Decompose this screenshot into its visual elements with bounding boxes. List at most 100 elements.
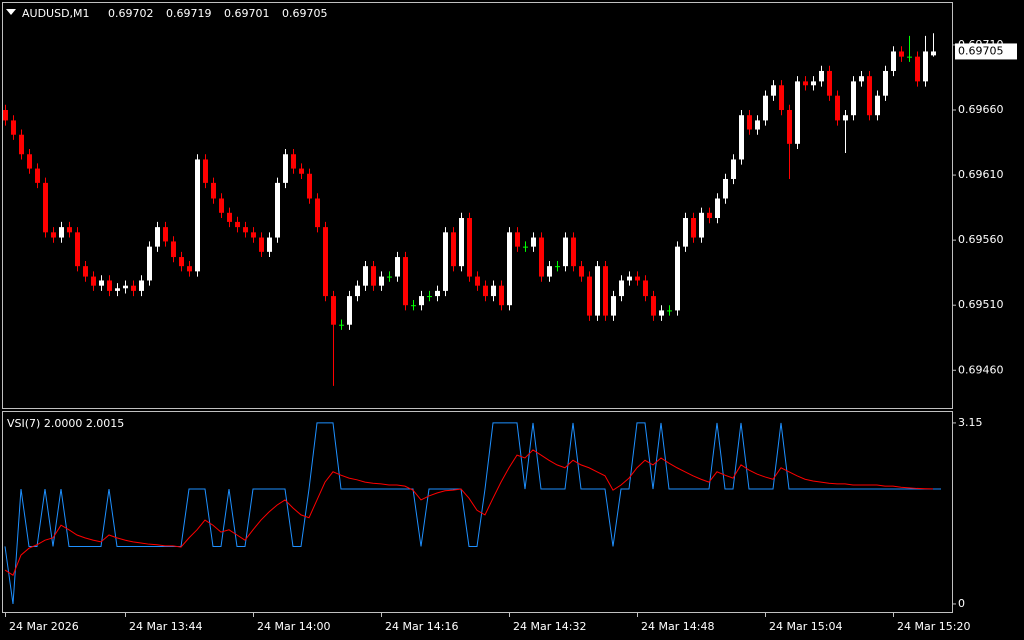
candle-body (299, 168, 304, 174)
candle-body (515, 232, 520, 247)
x-tick-label: 24 Mar 14:16 (385, 620, 458, 633)
candle-body (379, 276, 384, 286)
candle-body (755, 120, 760, 130)
candle-body (83, 266, 88, 277)
candle-body (91, 276, 96, 286)
candle-body (627, 276, 632, 281)
y-tick-label: 0.69460 (958, 363, 1004, 376)
candle-body (451, 232, 456, 267)
candle-body (131, 285, 136, 291)
candle-body (67, 227, 72, 233)
candle-body (811, 81, 816, 86)
candle-body (683, 218, 688, 247)
candle-body (419, 296, 424, 306)
candle-body (403, 257, 408, 306)
candle-body (747, 115, 752, 130)
candle-body (819, 70, 824, 82)
candle-body (115, 288, 120, 291)
candle-body (667, 310, 672, 312)
candle-body (483, 285, 488, 297)
current-price-box (955, 43, 1017, 60)
candle-body (467, 218, 472, 277)
y-tick-label: 0.69560 (958, 233, 1004, 246)
candle-body (803, 81, 808, 86)
candle-body (707, 212, 712, 219)
candle-body (787, 110, 792, 144)
candle-body (363, 266, 368, 286)
header-high: 0.69719 (166, 7, 212, 20)
candle-body (835, 95, 840, 121)
candle-body (355, 285, 360, 297)
candle-body (187, 266, 192, 272)
candle-body (611, 296, 616, 316)
candle-body (555, 266, 560, 268)
x-tick-label: 24 Mar 14:48 (641, 620, 714, 633)
candle-body (859, 76, 864, 82)
candle-body (3, 110, 8, 121)
candle-body (731, 159, 736, 179)
candle-body (179, 257, 184, 267)
y-tick-label: 3.15 (958, 416, 983, 429)
candle-body (851, 81, 856, 116)
candle-body (891, 51, 896, 71)
candle-body (259, 237, 264, 252)
candle-body (75, 232, 80, 267)
candle-body (283, 154, 288, 183)
candle-body (459, 218, 464, 267)
indicator-line (4, 422, 941, 605)
candle-body (475, 276, 480, 286)
indicator-line (4, 449, 934, 576)
candle-body (147, 246, 152, 281)
candle-body (739, 115, 744, 160)
candle-body (35, 168, 40, 183)
candle-body (291, 154, 296, 169)
candle-body (915, 56, 920, 82)
candle-body (219, 198, 224, 213)
candle-body (907, 56, 912, 58)
header-close: 0.69705 (282, 7, 328, 20)
candle-body (531, 237, 536, 247)
header-open: 0.69702 (108, 7, 154, 20)
candle-body (323, 227, 328, 297)
candle-body (659, 310, 664, 316)
y-tick-label: 0.69660 (958, 103, 1004, 116)
candle-body (59, 227, 64, 238)
candle-body (43, 182, 48, 233)
x-tick-label: 24 Mar 2026 (9, 620, 79, 633)
candle-body (155, 227, 160, 247)
candle-body (587, 276, 592, 316)
candle-body (547, 266, 552, 277)
candle-body (579, 266, 584, 277)
candle-body (387, 276, 392, 278)
candle-body (723, 178, 728, 199)
main-panel-border (2, 2, 953, 409)
candle-body (763, 95, 768, 121)
candle-body (691, 218, 696, 238)
candle-body (875, 95, 880, 116)
candle-body (563, 237, 568, 267)
candle-body (779, 85, 784, 111)
candle-body (99, 280, 104, 286)
candle-body (411, 305, 416, 307)
candle-body (899, 51, 904, 57)
candle-body (827, 70, 832, 96)
x-tick-label: 24 Mar 13:44 (129, 620, 202, 633)
candle-body (883, 70, 888, 96)
candle-body (443, 232, 448, 291)
candle-body (203, 159, 208, 183)
candle-body (51, 232, 56, 238)
candle-body (595, 266, 600, 316)
candle-body (139, 280, 144, 291)
candle-body (227, 212, 232, 222)
candle-body (523, 246, 528, 248)
candle-body (267, 237, 272, 252)
candle-body (867, 76, 872, 116)
candle-body (339, 324, 344, 326)
symbol-menu-arrow[interactable] (6, 9, 16, 15)
candle-body (347, 296, 352, 325)
candle-body (275, 182, 280, 238)
candle-body (539, 237, 544, 277)
candle-body (715, 198, 720, 219)
candle-body (123, 285, 128, 289)
